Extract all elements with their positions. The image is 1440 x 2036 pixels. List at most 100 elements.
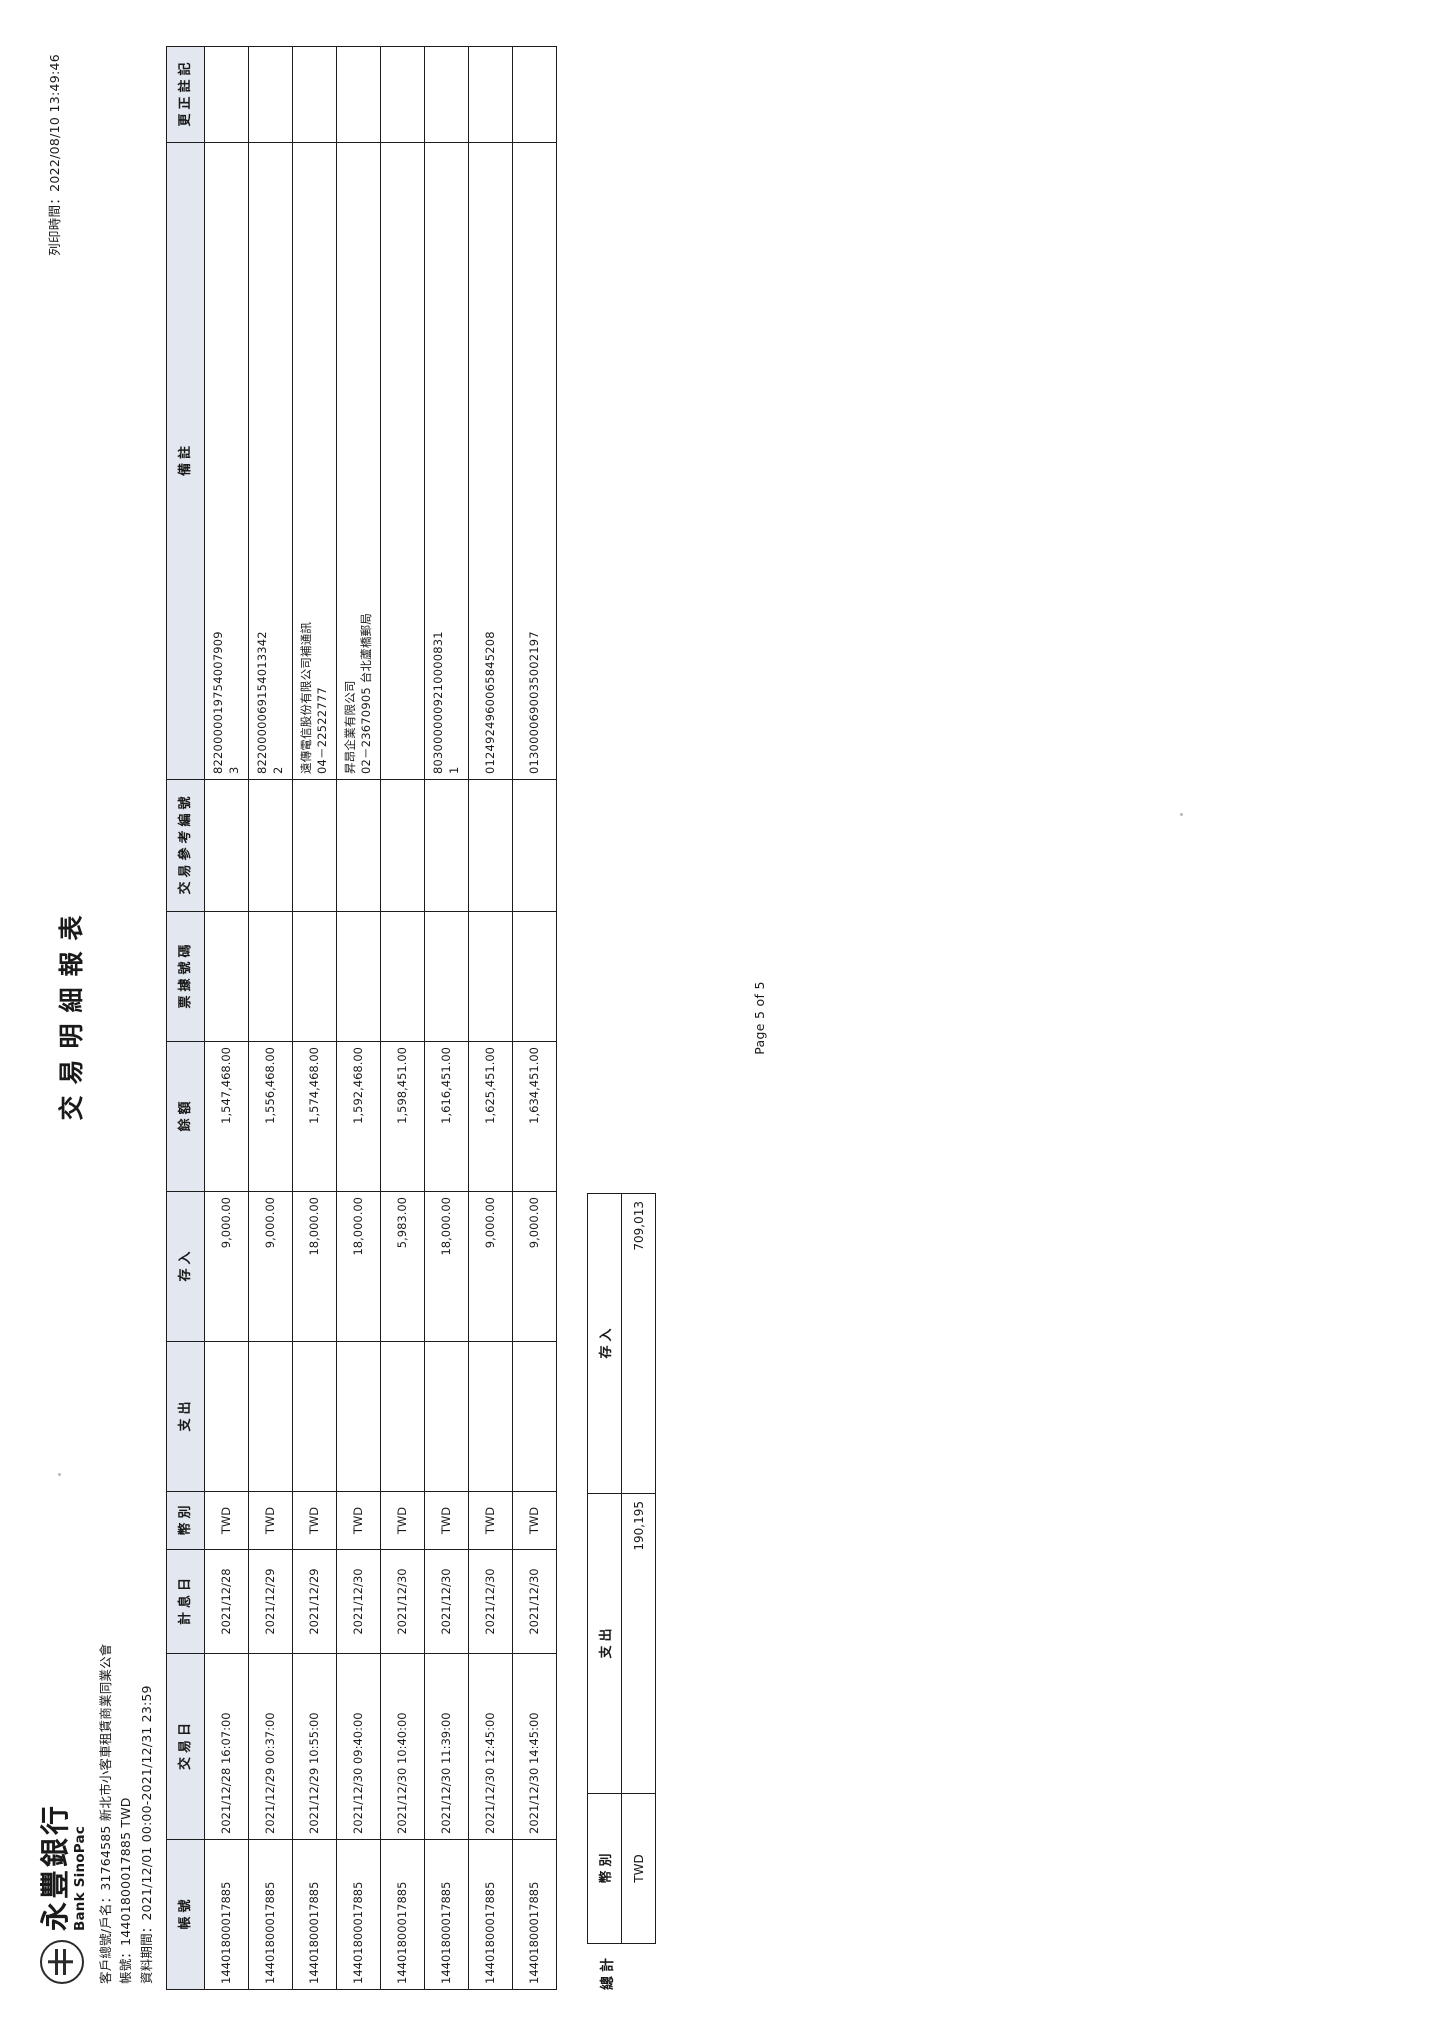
cell-account: 14401800017885 bbox=[336, 1839, 381, 1990]
totals-col-header-deposit: 存入 bbox=[587, 1193, 622, 1494]
cell-note: 8220000069154013342 2 bbox=[248, 142, 293, 780]
cell-correction bbox=[292, 46, 337, 143]
cell-withdraw bbox=[380, 1341, 425, 1492]
cell-value-date: 2021/12/30 bbox=[468, 1549, 513, 1654]
cell-check-no bbox=[204, 911, 249, 1042]
cell-ref-no bbox=[248, 779, 293, 912]
cell-withdraw bbox=[248, 1341, 293, 1492]
note-text: 0130000690035002197 bbox=[526, 631, 541, 774]
cell-account: 14401800017885 bbox=[204, 1839, 249, 1990]
cell-txn-date: 2021/12/30 11:39:00 bbox=[424, 1653, 469, 1840]
cell-balance: 1,598,451.00 bbox=[380, 1041, 425, 1192]
note-text: 遠傳電信股份有限公司補通訊 04－22522777 bbox=[298, 621, 329, 774]
cell-note: 昇昂企業有限公司 02－23670905 台北蘆橋郵局 bbox=[336, 142, 381, 780]
note-text: 8030000009210000831 1 bbox=[430, 631, 461, 774]
table-row: 14401800017885 2021/12/30 14:45:00 2021/12… bbox=[512, 46, 557, 1990]
totals-col-header-withdraw: 支出 bbox=[587, 1493, 622, 1794]
cell-value-date: 2021/12/28 bbox=[204, 1549, 249, 1654]
totals-table-head: 幣別 支出 存入 bbox=[587, 1193, 622, 1944]
cell-currency: TWD bbox=[512, 1491, 557, 1550]
print-timestamp: 列印時間：2022/08/10 13:49:46 bbox=[47, 54, 62, 256]
cell-withdraw bbox=[512, 1341, 557, 1492]
cell-value-date: 2021/12/30 bbox=[512, 1549, 557, 1654]
col-header-txn-date: 交易日 bbox=[166, 1653, 205, 1840]
cell-withdraw bbox=[204, 1341, 249, 1492]
cell-balance: 1,616,451.00 bbox=[424, 1041, 469, 1192]
cell-account: 14401800017885 bbox=[468, 1839, 513, 1990]
totals-section: 總計 幣別 支出 存入 TWD 190,195 709,013 bbox=[587, 46, 656, 1990]
col-header-value-date: 計息日 bbox=[166, 1549, 205, 1654]
transaction-table: 帳號 交易日 計息日 幣別 支出 存入 餘額 票據號碼 交易參考編號 備註 更正… bbox=[166, 46, 557, 1990]
cell-note: 8220000019754007909 3 bbox=[204, 142, 249, 780]
cell-check-no bbox=[292, 911, 337, 1042]
transaction-table-body: 14401800017885 2021/12/28 16:07:00 2021/12… bbox=[204, 46, 557, 1990]
cell-deposit: 5,983.00 bbox=[380, 1191, 425, 1342]
note-text: 昇昂企業有限公司 02－23670905 台北蘆橋郵局 bbox=[342, 613, 373, 774]
col-header-ref-no: 交易參考編號 bbox=[166, 779, 205, 912]
cell-check-no bbox=[468, 911, 513, 1042]
table-row: 14401800017885 2021/12/30 09:40:00 2021/12… bbox=[336, 46, 381, 1990]
table-row: 14401800017885 2021/12/28 16:07:00 2021/12… bbox=[204, 46, 249, 1990]
cell-value-date: 2021/12/30 bbox=[336, 1549, 381, 1654]
cell-note: 遠傳電信股份有限公司補通訊 04－22522777 bbox=[292, 142, 337, 780]
document-header: 永豐銀行 Bank SinoPac 交易明細報表 列印時間：2022/08/10… bbox=[34, 46, 166, 1990]
cell-check-no bbox=[380, 911, 425, 1042]
cell-correction bbox=[248, 46, 293, 143]
totals-row: TWD 190,195 709,013 bbox=[621, 1193, 656, 1944]
totals-cell-withdraw: 190,195 bbox=[621, 1493, 656, 1794]
note-text: 8220000019754007909 3 bbox=[210, 631, 241, 774]
account-meta-block: 客戶總號/戶名：31764585 新北市小客車租賃商業同業公會 帳號：14401… bbox=[96, 1643, 157, 1984]
col-header-balance: 餘額 bbox=[166, 1041, 205, 1192]
meta-customer-line: 客戶總號/戶名：31764585 新北市小客車租賃商業同業公會 bbox=[98, 1643, 113, 1984]
cell-deposit: 9,000.00 bbox=[512, 1191, 557, 1342]
table-row: 14401800017885 2021/12/30 12:45:00 2021/12… bbox=[468, 46, 513, 1990]
cell-deposit: 9,000.00 bbox=[468, 1191, 513, 1342]
cell-txn-date: 2021/12/30 12:45:00 bbox=[468, 1653, 513, 1840]
cell-deposit: 18,000.00 bbox=[292, 1191, 337, 1342]
cell-ref-no bbox=[512, 779, 557, 912]
cell-balance: 1,556,468.00 bbox=[248, 1041, 293, 1192]
scan-speck bbox=[1180, 813, 1183, 816]
cell-correction bbox=[468, 46, 513, 143]
col-header-account: 帳號 bbox=[166, 1839, 205, 1990]
col-header-correction: 更正註記 bbox=[166, 46, 205, 143]
cell-check-no bbox=[424, 911, 469, 1042]
cell-currency: TWD bbox=[292, 1491, 337, 1550]
cell-account: 14401800017885 bbox=[248, 1839, 293, 1990]
cell-currency: TWD bbox=[380, 1491, 425, 1550]
cell-value-date: 2021/12/29 bbox=[248, 1549, 293, 1654]
cell-currency: TWD bbox=[336, 1491, 381, 1550]
cell-txn-date: 2021/12/29 10:55:00 bbox=[292, 1653, 337, 1840]
cell-account: 14401800017885 bbox=[424, 1839, 469, 1990]
cell-txn-date: 2021/12/30 09:40:00 bbox=[336, 1653, 381, 1840]
cell-balance: 1,574,468.00 bbox=[292, 1041, 337, 1192]
table-row: 14401800017885 2021/12/29 10:55:00 2021/12… bbox=[292, 46, 337, 1990]
cell-ref-no bbox=[424, 779, 469, 912]
scan-speck bbox=[58, 1473, 61, 1476]
cell-account: 14401800017885 bbox=[292, 1839, 337, 1990]
table-row: 14401800017885 2021/12/30 11:39:00 2021/12… bbox=[424, 46, 469, 1990]
cell-ref-no bbox=[380, 779, 425, 912]
col-header-note: 備註 bbox=[166, 142, 205, 780]
table-header-row: 帳號 交易日 計息日 幣別 支出 存入 餘額 票據號碼 交易參考編號 備註 更正… bbox=[166, 46, 205, 1990]
table-row: 14401800017885 2021/12/30 10:40:00 2021/12… bbox=[380, 46, 425, 1990]
cell-txn-date: 2021/12/28 16:07:00 bbox=[204, 1653, 249, 1840]
cell-ref-no bbox=[292, 779, 337, 912]
cell-currency: TWD bbox=[248, 1491, 293, 1550]
cell-balance: 1,547,468.00 bbox=[204, 1041, 249, 1192]
totals-cell-currency: TWD bbox=[621, 1793, 656, 1944]
cell-currency: TWD bbox=[424, 1491, 469, 1550]
meta-period-line: 資料期間：2021/12/01 00:00-2021/12/31 23:59 bbox=[138, 1685, 154, 1984]
cell-currency: TWD bbox=[468, 1491, 513, 1550]
cell-withdraw bbox=[468, 1341, 513, 1492]
cell-deposit: 9,000.00 bbox=[204, 1191, 249, 1342]
cell-withdraw bbox=[336, 1341, 381, 1492]
cell-account: 14401800017885 bbox=[512, 1839, 557, 1990]
totals-label: 總計 bbox=[600, 1954, 616, 1990]
cell-deposit: 18,000.00 bbox=[424, 1191, 469, 1342]
cell-ref-no bbox=[468, 779, 513, 912]
note-text: 0124924960065845208 bbox=[482, 631, 497, 774]
cell-note: 0130000690035002197 bbox=[512, 142, 557, 780]
cell-value-date: 2021/12/30 bbox=[424, 1549, 469, 1654]
col-header-deposit: 存入 bbox=[166, 1191, 205, 1342]
